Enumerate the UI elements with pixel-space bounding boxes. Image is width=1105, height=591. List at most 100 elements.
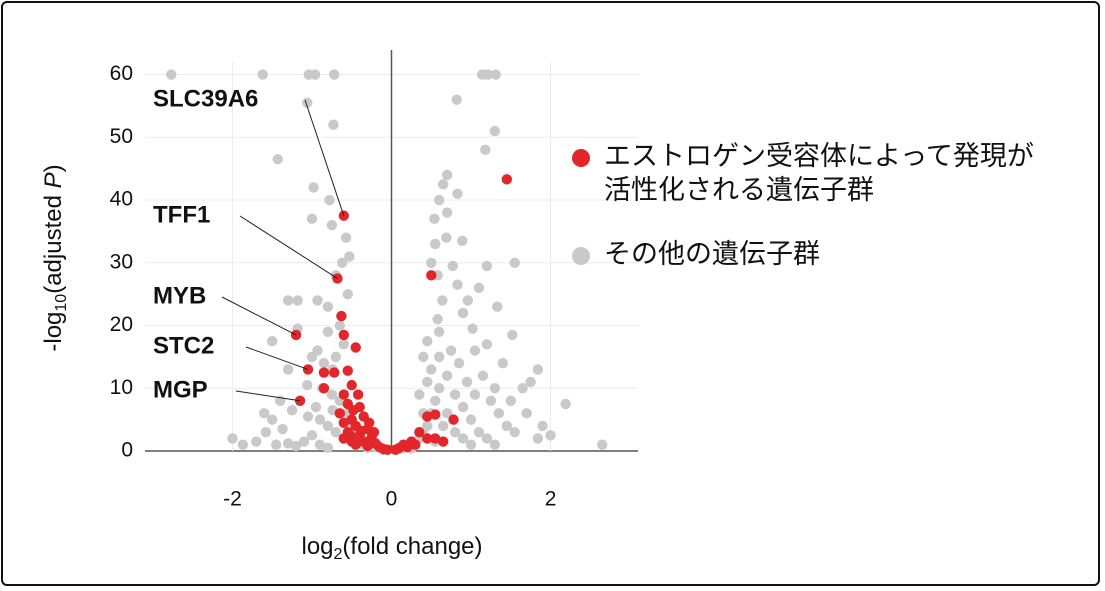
data-point	[342, 288, 353, 300]
legend-item: エストロゲン受容体によって発現が活性化される遺伝子群	[572, 140, 1042, 208]
leader-line	[235, 390, 301, 402]
data-point	[426, 270, 437, 281]
data-point	[338, 417, 349, 428]
data-point	[298, 436, 310, 447]
data-point	[441, 408, 453, 419]
data-point	[342, 365, 353, 376]
data-point	[445, 345, 457, 356]
data-point	[537, 420, 548, 432]
data-point	[290, 440, 302, 452]
data-point	[525, 376, 536, 388]
data-point	[501, 420, 512, 432]
y-tick-label: 0	[121, 439, 133, 462]
data-point	[302, 411, 314, 422]
data-point	[441, 370, 453, 381]
data-point	[314, 414, 326, 425]
data-point	[422, 433, 433, 444]
data-point	[338, 329, 349, 341]
x-tick-label: 2	[545, 488, 557, 511]
data-point	[469, 345, 481, 356]
leader-line	[239, 215, 338, 279]
data-point	[314, 439, 326, 450]
data-point	[368, 426, 380, 438]
data-point	[437, 295, 448, 306]
data-point	[597, 439, 608, 450]
data-point	[432, 314, 443, 325]
y-tick-label: 20	[110, 313, 133, 336]
data-point	[434, 326, 445, 337]
x-axis-label: log2(fold change)	[301, 533, 482, 563]
data-point	[336, 310, 347, 322]
legend: エストロゲン受容体によって発現が活性化される遺伝子群その他の遺伝子群	[572, 140, 1042, 302]
data-point	[434, 194, 445, 206]
data-point	[251, 436, 262, 447]
data-point	[532, 433, 544, 444]
data-point	[434, 351, 445, 363]
data-point	[481, 260, 493, 272]
data-point	[309, 69, 321, 80]
data-point	[337, 257, 348, 268]
data-point	[398, 439, 409, 450]
data-point	[447, 260, 458, 272]
data-point	[322, 326, 334, 337]
data-point	[481, 339, 493, 350]
y-tick-label: 30	[110, 250, 133, 273]
data-point	[306, 430, 318, 441]
gene-label: MYB	[153, 282, 206, 309]
data-point	[350, 342, 361, 353]
x-label-subscript: 2	[334, 546, 343, 563]
data-point	[310, 401, 322, 413]
data-point	[501, 174, 512, 185]
data-point	[452, 188, 463, 199]
data-point	[362, 440, 373, 452]
legend-label: その他の遺伝子群	[604, 239, 820, 270]
data-point	[457, 307, 469, 319]
data-point	[306, 351, 318, 363]
data-point	[308, 182, 319, 193]
data-point	[330, 426, 342, 438]
data-point	[437, 420, 449, 432]
gene-label: STC2	[153, 332, 214, 359]
data-point	[493, 408, 505, 419]
data-point	[465, 414, 477, 425]
y-tick-label: 60	[110, 62, 133, 85]
legend-label: エストロゲン受容体によって発現が活性化される遺伝子群	[604, 141, 1034, 206]
data-point	[452, 279, 463, 290]
data-point	[422, 376, 433, 388]
data-point	[282, 364, 294, 375]
data-point	[457, 235, 468, 247]
data-point	[430, 238, 441, 250]
data-point	[257, 69, 268, 80]
y-label-part: -log	[40, 312, 67, 352]
data-point	[489, 439, 501, 450]
x-tick-label: 0	[386, 488, 398, 511]
data-point	[406, 436, 417, 447]
y-axis-label: -log10(adjusted P)	[40, 164, 70, 351]
data-point	[430, 409, 441, 420]
data-point	[473, 282, 485, 294]
legend-item: その他の遺伝子群	[572, 238, 1042, 272]
data-point	[329, 367, 340, 378]
data-point	[237, 439, 249, 450]
data-point	[429, 213, 440, 225]
data-point	[426, 257, 437, 268]
y-label-part: )	[40, 164, 67, 172]
x-label-part: log	[301, 533, 333, 560]
gene-label: TFF1	[153, 201, 210, 228]
data-point	[329, 69, 340, 80]
grid	[145, 50, 638, 452]
data-point	[482, 69, 493, 80]
data-point	[312, 295, 323, 306]
data-point	[509, 257, 520, 268]
data-point	[457, 401, 469, 413]
data-point	[352, 389, 364, 400]
y-tick-label: 40	[110, 188, 133, 211]
data-point	[457, 433, 469, 444]
data-point	[441, 169, 453, 181]
data-point	[453, 357, 465, 369]
data-point	[461, 376, 473, 388]
data-point	[346, 379, 357, 391]
data-point	[414, 389, 425, 400]
data-point	[259, 408, 270, 419]
data-point	[344, 251, 355, 262]
